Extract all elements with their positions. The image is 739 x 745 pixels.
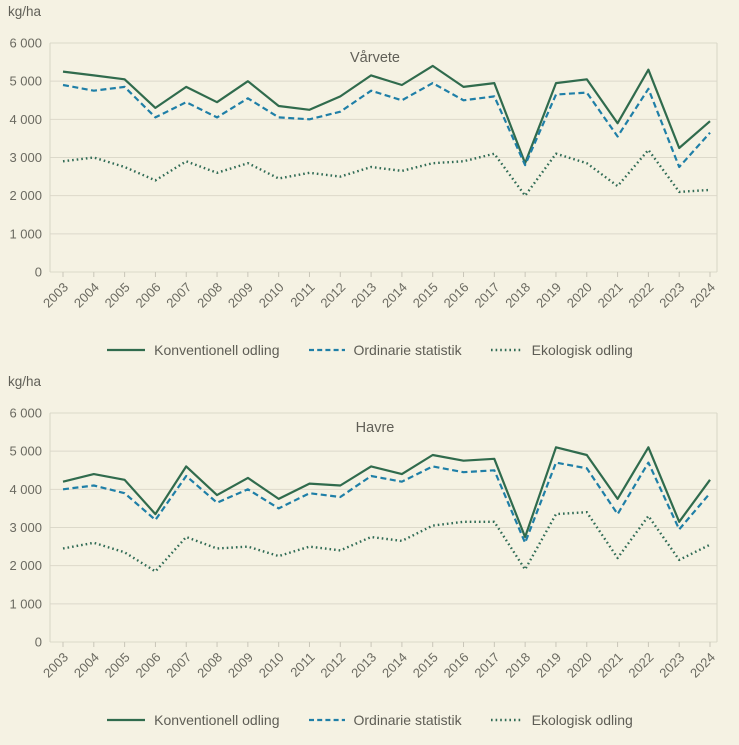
dotted-series-line (62, 148, 711, 197)
solid-line-icon (107, 348, 146, 352)
dotted-line-icon (490, 718, 523, 722)
legend-item-ekologisk: Ekologisk odling (490, 342, 633, 358)
x-tick-label: 2018 (502, 280, 533, 311)
legend-label-konventionell: Konventionell odling (154, 712, 280, 728)
x-tick-label: 2011 (287, 650, 317, 680)
havre-chart: kg/ha 0 1 000 2 000 3 000 4 000 5 000 6 000 2003… (8, 374, 718, 681)
y-tick-label: 0 (35, 265, 42, 280)
x-tick-label: 2017 (471, 280, 502, 311)
dotted-line-icon (490, 348, 523, 352)
x-tick-label: 2005 (102, 650, 133, 681)
x-tick-label: 2019 (533, 650, 564, 681)
y-tick-label: 3 000 (9, 150, 42, 165)
x-tick-label: 2015 (410, 650, 441, 681)
y-tick-label: 3 000 (9, 520, 42, 535)
x-tick-label: 2023 (656, 280, 687, 311)
x-tick-label: 2021 (595, 280, 626, 311)
x-tick-label: 2011 (287, 280, 317, 310)
legend-item-konventionell: Konventionell odling (106, 342, 280, 358)
y-tick-label: 2 000 (9, 558, 42, 573)
x-tick-label: 2003 (40, 280, 71, 311)
x-tick-label: 2024 (687, 280, 718, 311)
x-tick-label: 2006 (132, 650, 163, 681)
y-axis-unit-label: kg/ha (8, 374, 42, 389)
x-tick-label: 2020 (564, 280, 595, 311)
x-tick-label: 2013 (348, 650, 379, 681)
y-tick-label: 6 000 (9, 406, 42, 421)
varvete-chart-section: kg/ha 0 1 000 2 000 3 000 4 000 5 000 6 000 2003… (0, 0, 739, 370)
dotted-series-line (62, 510, 711, 573)
solid-series-line (62, 446, 711, 539)
legend-item-ordinarie: Ordinarie statistik (308, 712, 462, 728)
x-tick-label: 2012 (317, 650, 348, 681)
x-tick-label: 2016 (441, 650, 472, 681)
x-tick-label: 2007 (163, 650, 194, 681)
x-tick-label: 2004 (71, 280, 102, 311)
havre-legend: Konventionell odling Ordinarie statistik… (0, 707, 739, 745)
chart-title: Vårvete (350, 50, 400, 66)
x-tick-label: 2022 (625, 280, 656, 311)
y-axis-unit-label: kg/ha (8, 4, 42, 19)
legend-label-konventionell: Konventionell odling (154, 342, 280, 358)
x-tick-label: 2005 (102, 280, 133, 311)
varvete-chart: kg/ha 0 1 000 2 000 3 000 4 000 5 000 6 000 2003… (8, 4, 718, 311)
x-tick-label: 2009 (225, 650, 256, 681)
x-tick-label: 2019 (533, 280, 564, 311)
dashed-series-line (62, 461, 711, 544)
x-tick-label: 2021 (595, 650, 626, 681)
y-tick-label: 6 000 (9, 36, 42, 51)
x-tick-label: 2010 (256, 650, 287, 681)
legend-label-ordinarie: Ordinarie statistik (353, 342, 462, 358)
legend-item-konventionell: Konventionell odling (106, 712, 280, 728)
y-tick-label: 5 000 (9, 444, 42, 459)
x-tick-label: 2015 (410, 280, 441, 311)
varvete-legend: Konventionell odling Ordinarie statistik… (0, 337, 739, 375)
x-tick-label: 2016 (441, 280, 472, 311)
x-tick-label: 2018 (502, 650, 533, 681)
x-tick-label: 2022 (625, 650, 656, 681)
solid-line-icon (107, 718, 146, 722)
x-tick-label: 2023 (656, 650, 687, 681)
x-tick-label: 2008 (194, 650, 225, 681)
y-tick-label: 5 000 (9, 74, 42, 89)
legend-label-ekologisk: Ekologisk odling (531, 342, 633, 358)
x-tick-label: 2020 (564, 650, 595, 681)
x-tick-label: 2017 (471, 650, 502, 681)
legend-item-ekologisk: Ekologisk odling (490, 712, 633, 728)
x-tick-label: 2014 (379, 650, 410, 681)
chart-title: Havre (356, 420, 395, 436)
y-tick-label: 0 (35, 635, 42, 650)
x-tick-label: 2014 (379, 280, 410, 311)
y-tick-label: 4 000 (9, 482, 42, 497)
x-tick-label: 2004 (71, 650, 102, 681)
dashed-line-icon (308, 348, 345, 352)
legend-label-ekologisk: Ekologisk odling (531, 712, 633, 728)
y-tick-label: 4 000 (9, 112, 42, 127)
y-tick-label: 1 000 (9, 226, 42, 241)
dashed-line-icon (308, 718, 345, 722)
x-tick-label: 2010 (256, 280, 287, 311)
x-tick-label: 2012 (317, 280, 348, 311)
legend-item-ordinarie: Ordinarie statistik (308, 342, 462, 358)
y-tick-label: 1 000 (9, 596, 42, 611)
x-tick-label: 2007 (163, 280, 194, 311)
legend-label-ordinarie: Ordinarie statistik (353, 712, 462, 728)
y-tick-label: 2 000 (9, 188, 42, 203)
havre-chart-section: kg/ha 0 1 000 2 000 3 000 4 000 5 000 6 000 2003… (0, 370, 739, 740)
x-tick-label: 2024 (687, 650, 718, 681)
x-tick-label: 2006 (132, 280, 163, 311)
x-tick-label: 2009 (225, 280, 256, 311)
solid-series-line (62, 64, 711, 165)
x-tick-label: 2013 (348, 280, 379, 311)
x-tick-label: 2003 (40, 650, 71, 681)
dashed-series-line (62, 81, 711, 169)
x-tick-label: 2008 (194, 280, 225, 311)
